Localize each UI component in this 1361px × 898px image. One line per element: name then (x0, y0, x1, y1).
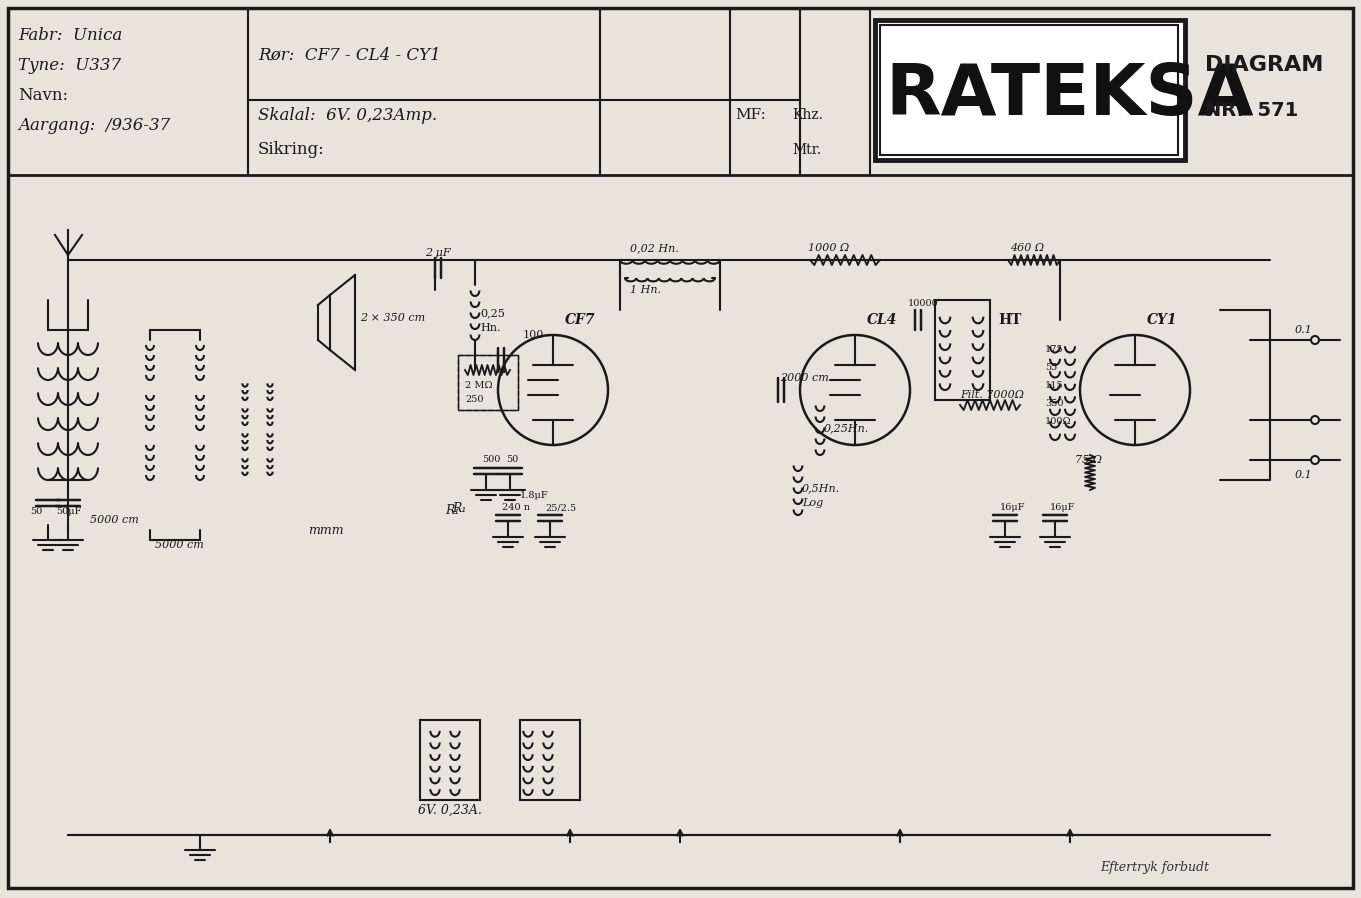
Text: 16μF: 16μF (1049, 504, 1075, 513)
Text: 0,25: 0,25 (480, 308, 505, 318)
Text: 10000: 10000 (908, 298, 939, 307)
Text: Tyne:  U337: Tyne: U337 (18, 57, 121, 74)
Text: 50: 50 (30, 507, 42, 516)
Text: CF7: CF7 (565, 313, 596, 327)
Bar (875, 20, 1185, 160)
Text: 5000 cm: 5000 cm (90, 515, 139, 525)
Text: Eftertryk forbudt: Eftertryk forbudt (1100, 861, 1209, 875)
Text: RATEKSA: RATEKSA (885, 60, 1253, 129)
Text: 0.1: 0.1 (1296, 470, 1313, 480)
Text: CY1: CY1 (1147, 313, 1177, 327)
Text: Khz.: Khz. (792, 108, 823, 122)
Text: 75 Ω: 75 Ω (1075, 455, 1102, 465)
Text: 350: 350 (1045, 400, 1063, 409)
Text: 460 Ω: 460 Ω (1010, 243, 1044, 253)
Text: NR.  571: NR. 571 (1204, 101, 1298, 119)
Text: 5000 cm: 5000 cm (155, 540, 204, 550)
Text: R₁: R₁ (445, 504, 460, 516)
Text: 55: 55 (1045, 364, 1057, 373)
Text: 2000 cm: 2000 cm (780, 373, 829, 383)
Text: 50: 50 (506, 455, 519, 464)
Text: Sikring:: Sikring: (259, 142, 325, 159)
Text: 115: 115 (1045, 382, 1064, 391)
Text: HT: HT (998, 313, 1021, 327)
Text: Navn:: Navn: (18, 86, 68, 103)
Text: 240 n: 240 n (502, 504, 529, 513)
Text: 100: 100 (523, 330, 544, 340)
Text: 1 Hn.: 1 Hn. (630, 285, 661, 295)
Text: 0.1: 0.1 (1296, 325, 1313, 335)
Text: Hn.: Hn. (480, 323, 501, 333)
Text: 6V. 0,23A.: 6V. 0,23A. (418, 804, 482, 816)
Text: 2 × 350 cm: 2 × 350 cm (361, 313, 425, 323)
Text: 2 MΩ: 2 MΩ (465, 381, 493, 390)
Bar (881, 25, 1179, 155)
Text: 2 μF: 2 μF (425, 248, 450, 258)
Text: 1000 Ω: 1000 Ω (808, 243, 849, 253)
Text: Rør:  CF7 - CL4 - CY1: Rør: CF7 - CL4 - CY1 (259, 47, 441, 64)
Text: Fabr:  Unica: Fabr: Unica (18, 27, 122, 43)
Bar (459, 355, 519, 410)
Text: Aargang:  /936-37: Aargang: /936-37 (18, 117, 170, 134)
Text: 0,25Hn.: 0,25Hn. (823, 423, 870, 433)
Text: 175: 175 (1045, 346, 1064, 355)
Text: 500: 500 (482, 455, 501, 464)
Text: Filt. 7000Ω: Filt. 7000Ω (960, 390, 1023, 400)
Text: MF:: MF: (735, 108, 766, 122)
Text: 1.8μF: 1.8μF (520, 490, 548, 499)
Bar (421, 720, 480, 800)
Text: 50μF: 50μF (56, 507, 82, 516)
Text: 0,5Hn.: 0,5Hn. (802, 483, 840, 493)
Text: Log: Log (802, 498, 823, 508)
Text: R₁: R₁ (452, 501, 467, 515)
Bar (459, 355, 519, 410)
Text: 250: 250 (465, 395, 483, 404)
Text: 100Ω: 100Ω (1045, 418, 1071, 427)
Text: 0,02 Hn.: 0,02 Hn. (630, 243, 679, 253)
Text: CL4: CL4 (867, 313, 897, 327)
Text: Skalal:  6V. 0,23Amp.: Skalal: 6V. 0,23Amp. (259, 107, 437, 124)
Text: 25/2.5: 25/2.5 (544, 504, 576, 513)
Text: DIAGRAM: DIAGRAM (1204, 55, 1323, 75)
Text: 16μF: 16μF (1000, 504, 1025, 513)
Bar (935, 300, 989, 400)
Text: mmm: mmm (308, 524, 343, 536)
Text: Mtr.: Mtr. (792, 143, 821, 157)
Bar (520, 720, 580, 800)
